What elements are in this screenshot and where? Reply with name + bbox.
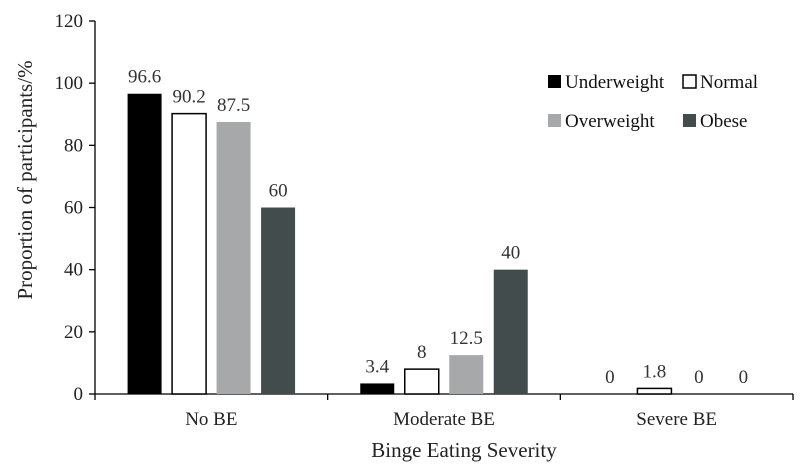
bars [127, 93, 673, 395]
bar-obese-1 [493, 269, 528, 394]
y-axis: 0 20 40 60 80 100 120 [55, 11, 96, 405]
x-axis: No BE Moderate BE Severe BE [94, 393, 794, 430]
x-category-label: Severe BE [636, 409, 717, 430]
data-label: 8 [417, 342, 427, 363]
y-tick-label: 80 [64, 135, 83, 156]
legend-swatch-obese [683, 114, 696, 127]
legend-label-obese: Obese [700, 111, 747, 132]
data-label: 60 [269, 181, 288, 202]
bar-underweight-1 [360, 383, 395, 394]
bar-normal-1 [404, 368, 440, 395]
legend-label-overweight: Overweight [565, 111, 655, 132]
bar-overweight-0 [216, 122, 251, 394]
legend-label-underweight: Underweight [565, 72, 665, 93]
x-category-label: Moderate BE [393, 409, 495, 430]
y-tick-label: 0 [74, 384, 84, 405]
data-label: 0 [739, 367, 749, 388]
data-label: 0 [694, 367, 704, 388]
x-axis-title: Binge Eating Severity [371, 438, 557, 462]
legend: Underweight Normal Overweight Obese [548, 72, 758, 132]
y-axis-title: Proportion of participants/% [13, 60, 37, 299]
y-tick-label: 100 [55, 73, 84, 94]
y-tick-label: 120 [55, 11, 84, 32]
data-label: 12.5 [450, 328, 483, 349]
bar-obese-0 [261, 207, 296, 394]
bar-underweight-0 [127, 93, 162, 395]
y-tick-label: 60 [64, 198, 83, 219]
y-tick-label: 40 [64, 260, 83, 281]
bar-overweight-1 [449, 355, 484, 394]
x-category-label: No BE [185, 409, 237, 430]
data-labels: 96.6 3.4 0 90.2 8 1.8 87.5 12.5 0 60 40 0 [128, 67, 748, 388]
data-label: 1.8 [643, 361, 667, 382]
data-label: 90.2 [172, 87, 205, 108]
y-tick-label: 20 [64, 322, 83, 343]
data-label: 96.6 [128, 67, 161, 88]
data-label: 0 [605, 367, 615, 388]
bar-normal-0 [171, 112, 207, 395]
data-label: 3.4 [365, 356, 389, 377]
legend-swatch-underweight [548, 75, 561, 88]
legend-swatch-normal [682, 74, 697, 89]
legend-swatch-overweight [548, 114, 561, 127]
bar-normal-2 [636, 387, 673, 395]
data-label: 40 [501, 243, 520, 264]
legend-label-normal: Normal [700, 72, 758, 93]
data-label: 87.5 [217, 95, 250, 116]
